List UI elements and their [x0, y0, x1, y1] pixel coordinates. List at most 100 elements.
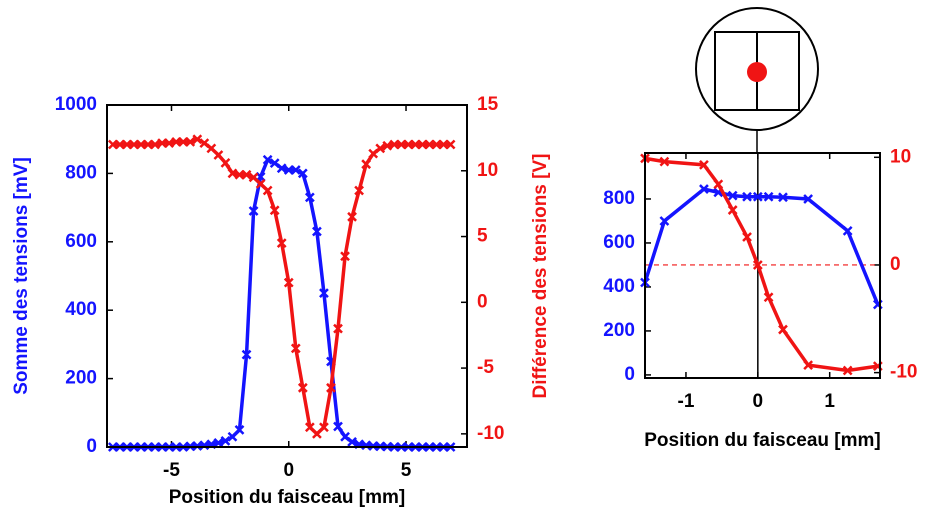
- point-marker: [220, 435, 231, 446]
- point-marker: [347, 211, 357, 222]
- point-marker: [234, 425, 245, 435]
- point-marker: [199, 138, 210, 149]
- point-marker: [213, 438, 224, 448]
- point-marker: [297, 168, 308, 179]
- point-marker: [763, 191, 774, 202]
- point-marker: [227, 168, 238, 179]
- series-line: [643, 187, 880, 306]
- point-marker: [375, 143, 386, 154]
- point-marker: [333, 421, 343, 432]
- icon-beam: [747, 62, 767, 82]
- point-marker: [290, 343, 301, 354]
- point-marker: [727, 205, 738, 215]
- point-marker: [255, 179, 266, 189]
- point-marker: [742, 191, 752, 202]
- point-marker: [803, 360, 814, 370]
- point-marker: [185, 136, 196, 147]
- point-marker: [340, 431, 350, 442]
- point-marker: [227, 431, 238, 442]
- x-tick-label: 0: [753, 391, 764, 412]
- y2-tick-label: 5: [477, 226, 488, 247]
- point-marker: [326, 382, 336, 393]
- sensor-icon: [695, 7, 819, 153]
- point-marker: [283, 277, 294, 288]
- y2-tick-label: 0: [890, 254, 901, 275]
- y-tick-label: 400: [65, 299, 97, 320]
- x-tick-label: -5: [163, 460, 180, 481]
- y-tick-label: 400: [603, 276, 635, 297]
- point-marker: [752, 191, 763, 202]
- point-marker: [763, 292, 774, 303]
- y2-tick-label: 10: [890, 146, 911, 167]
- point-marker: [304, 192, 315, 203]
- y-tick-label: 800: [603, 188, 635, 209]
- point-marker: [659, 156, 670, 167]
- y2-tick-label: -10: [890, 362, 917, 383]
- point-marker: [304, 422, 315, 433]
- plot-frame: [106, 104, 468, 448]
- point-marker: [213, 150, 224, 160]
- point-marker: [778, 324, 788, 335]
- point-marker: [347, 436, 357, 447]
- point-marker: [164, 138, 175, 149]
- series-line: [112, 137, 451, 437]
- series-line: [112, 157, 451, 449]
- point-marker: [276, 238, 287, 248]
- point-marker: [659, 216, 670, 226]
- x-tick-label: -1: [678, 391, 695, 412]
- y-tick-label: 600: [603, 232, 635, 253]
- y-tick-label: 200: [65, 368, 97, 389]
- point-marker: [803, 194, 814, 204]
- point-marker: [778, 192, 788, 203]
- x-tick-label: 1: [824, 391, 835, 412]
- point-marker: [340, 251, 350, 262]
- x-axis-label: Position du faisceau [mm]: [644, 430, 880, 451]
- point-marker: [297, 382, 308, 393]
- point-marker: [319, 422, 329, 433]
- point-marker: [312, 226, 322, 237]
- point-marker: [319, 288, 329, 298]
- y-tick-label: 200: [603, 320, 635, 341]
- x-tick-label: 0: [283, 460, 294, 481]
- point-marker: [842, 365, 853, 376]
- x-axis-label: Position du faisceau [mm]: [169, 487, 405, 508]
- y-axis-label: Somme des tensions [mV]: [11, 157, 32, 395]
- y-tick-label: 1000: [55, 94, 97, 115]
- y-tick-label: 0: [86, 436, 97, 457]
- y2-tick-label: 10: [477, 160, 498, 181]
- point-marker: [727, 190, 738, 201]
- point-marker: [354, 185, 365, 196]
- point-marker: [248, 172, 259, 183]
- point-marker: [368, 148, 379, 159]
- y2-tick-label: 15: [477, 94, 499, 115]
- point-marker: [241, 349, 252, 360]
- point-marker: [713, 179, 724, 190]
- y-tick-label: 800: [65, 162, 97, 183]
- point-marker: [699, 184, 709, 194]
- point-marker: [262, 185, 273, 196]
- y2-tick-label: -5: [477, 357, 494, 378]
- point-marker: [220, 157, 231, 168]
- point-marker: [752, 260, 763, 270]
- y2-tick-label: -10: [477, 423, 504, 444]
- point-marker: [262, 154, 273, 165]
- point-marker: [445, 139, 456, 150]
- point-marker: [248, 206, 259, 216]
- point-marker: [269, 158, 280, 169]
- point-marker: [150, 139, 160, 150]
- point-marker: [842, 225, 853, 236]
- y-tick-label: 600: [65, 231, 97, 252]
- point-marker: [742, 232, 752, 242]
- series-line: [644, 156, 879, 373]
- x-tick-label: 5: [401, 460, 412, 481]
- point-marker: [361, 159, 372, 170]
- point-marker: [699, 159, 709, 170]
- point-marker: [276, 163, 287, 174]
- point-marker: [206, 143, 217, 154]
- point-marker: [312, 428, 322, 439]
- point-marker: [192, 134, 203, 145]
- y-tick-label: 0: [624, 364, 635, 385]
- point-marker: [269, 205, 280, 216]
- y2-axis-label: Différence des tensions [V]: [530, 154, 551, 399]
